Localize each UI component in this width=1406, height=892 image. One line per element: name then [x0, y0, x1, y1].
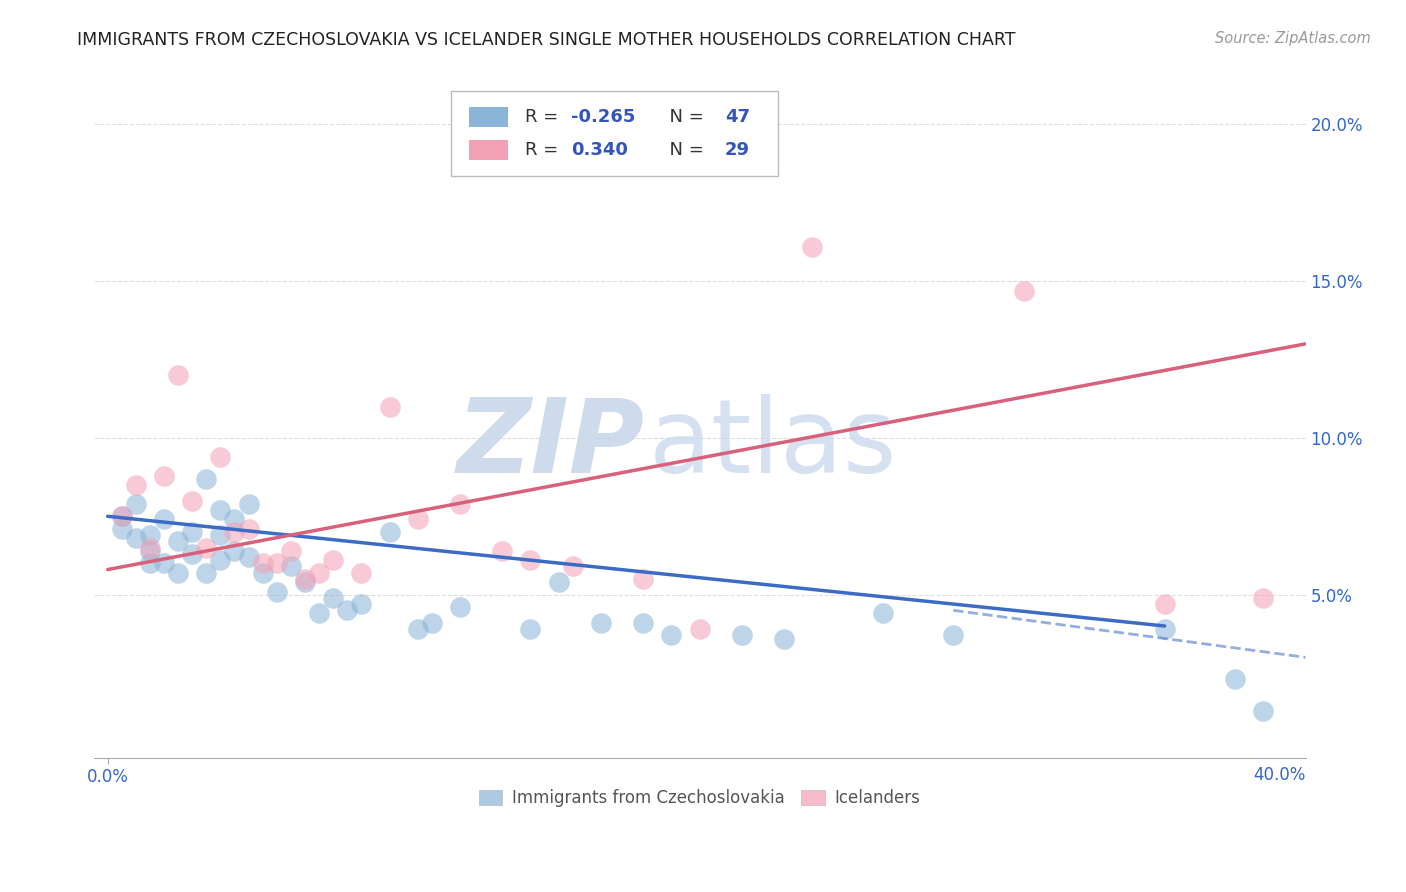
Point [280, 559, 302, 574]
Point [209, 553, 232, 567]
Legend: Immigrants from Czechoslovakia, Icelanders: Immigrants from Czechoslovakia, Icelande… [472, 782, 927, 814]
Y-axis label: Single Mother Households: Single Mother Households [0, 318, 7, 517]
Point [872, 607, 894, 621]
Text: 29: 29 [725, 141, 749, 159]
Point [322, 591, 344, 605]
Point [252, 566, 274, 580]
Text: IMMIGRANTS FROM CZECHOSLOVAKIA VS ICELANDER SINGLE MOTHER HOUSEHOLDS CORRELATION: IMMIGRANTS FROM CZECHOSLOVAKIA VS ICELAN… [77, 31, 1015, 49]
Text: R =: R = [524, 108, 564, 126]
Point [111, 522, 134, 536]
Text: 47: 47 [725, 108, 749, 126]
Point [280, 543, 302, 558]
Point [153, 512, 176, 526]
Point [589, 615, 612, 630]
Text: R =: R = [524, 141, 564, 159]
Text: N =: N = [658, 108, 710, 126]
Point [308, 566, 330, 580]
Point [195, 541, 218, 555]
Point [449, 600, 471, 615]
Point [773, 632, 796, 646]
Point [350, 597, 373, 611]
Point [209, 450, 232, 464]
Text: N =: N = [658, 141, 710, 159]
Point [631, 572, 654, 586]
Point [406, 622, 429, 636]
Point [153, 557, 176, 571]
Point [167, 368, 190, 383]
Point [181, 493, 204, 508]
Point [195, 472, 218, 486]
Point [153, 468, 176, 483]
Point [209, 503, 232, 517]
Point [1251, 704, 1274, 718]
Point [294, 572, 316, 586]
Point [449, 497, 471, 511]
Point [322, 553, 344, 567]
Point [224, 524, 246, 539]
Point [1153, 622, 1175, 636]
Point [167, 566, 190, 580]
Point [181, 547, 204, 561]
Point [519, 622, 541, 636]
Point [942, 628, 965, 642]
Text: Source: ZipAtlas.com: Source: ZipAtlas.com [1215, 31, 1371, 46]
Text: 40.0%: 40.0% [1253, 766, 1306, 784]
Bar [470, 140, 508, 161]
Point [659, 628, 682, 642]
FancyBboxPatch shape [451, 91, 779, 176]
Point [224, 543, 246, 558]
Point [1251, 591, 1274, 605]
Point [731, 628, 754, 642]
Text: ZIP: ZIP [457, 394, 645, 495]
Point [111, 509, 134, 524]
Point [547, 575, 569, 590]
Point [350, 566, 373, 580]
Point [224, 512, 246, 526]
Point [1012, 284, 1035, 298]
Point [406, 512, 429, 526]
Point [209, 528, 232, 542]
Point [238, 549, 260, 564]
Text: 0.340: 0.340 [571, 141, 628, 159]
Bar [470, 107, 508, 127]
Point [139, 557, 162, 571]
Text: atlas: atlas [648, 394, 897, 495]
Point [491, 543, 513, 558]
Point [125, 531, 148, 545]
Point [111, 509, 134, 524]
Point [1153, 597, 1175, 611]
Point [181, 524, 204, 539]
Point [167, 534, 190, 549]
Point [631, 615, 654, 630]
Point [378, 400, 401, 414]
Point [266, 584, 288, 599]
Point [308, 607, 330, 621]
Text: -0.265: -0.265 [571, 108, 636, 126]
Point [139, 541, 162, 555]
Point [139, 543, 162, 558]
Point [801, 240, 824, 254]
Point [689, 622, 711, 636]
Point [125, 478, 148, 492]
Point [266, 557, 288, 571]
Point [378, 524, 401, 539]
Point [294, 575, 316, 590]
Point [238, 497, 260, 511]
Point [125, 497, 148, 511]
Point [519, 553, 541, 567]
Point [195, 566, 218, 580]
Point [139, 528, 162, 542]
Point [238, 522, 260, 536]
Point [1223, 673, 1246, 687]
Point [336, 603, 359, 617]
Point [561, 559, 583, 574]
Point [420, 615, 443, 630]
Point [252, 557, 274, 571]
